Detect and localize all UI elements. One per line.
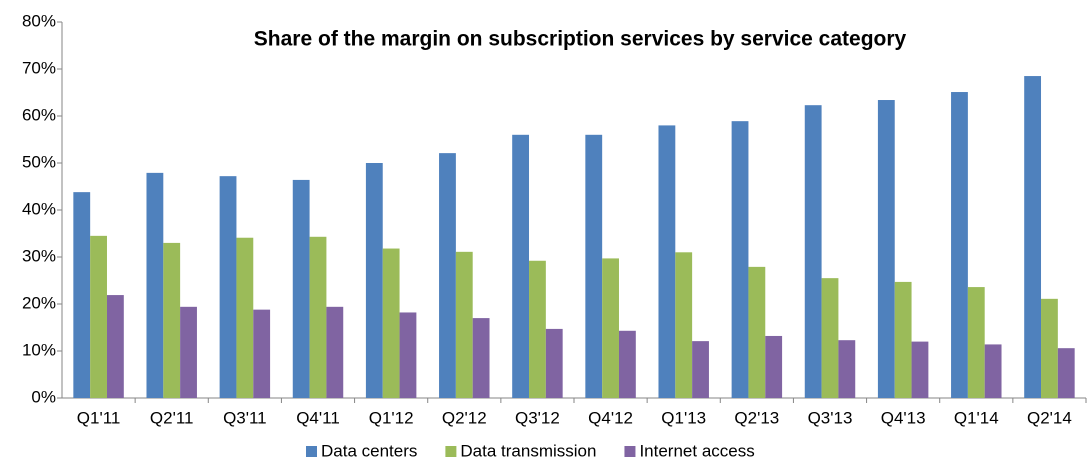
bar	[163, 242, 181, 398]
bar	[439, 153, 456, 398]
legend-swatch	[624, 446, 636, 457]
bar	[951, 92, 968, 398]
chart-title: Share of the margin on subscription serv…	[254, 28, 907, 51]
bar	[1024, 76, 1042, 399]
y-tick-label: 0%	[31, 387, 56, 406]
legend-label: Internet access	[639, 441, 754, 460]
bar	[967, 287, 985, 398]
x-tick-label: Q1'13	[661, 408, 706, 427]
legend-label: Data centers	[321, 441, 417, 460]
bar	[399, 312, 417, 398]
bar	[180, 306, 197, 398]
bar	[692, 341, 709, 398]
bar	[90, 235, 107, 398]
y-tick-label: 10%	[22, 340, 56, 359]
legend-swatch	[445, 446, 457, 457]
x-tick-label: Q4'13	[881, 408, 926, 427]
y-tick-label: 50%	[22, 152, 56, 171]
bar	[838, 340, 856, 398]
y-tick-label: 60%	[22, 105, 56, 124]
x-tick-label: Q2'12	[442, 408, 487, 427]
bar	[658, 125, 676, 399]
x-tick-label: Q2'14	[1027, 408, 1072, 427]
bar	[529, 260, 546, 398]
x-tick-label: Q3'13	[808, 408, 853, 427]
bar	[765, 335, 783, 398]
bar	[1057, 348, 1075, 398]
bar	[455, 251, 473, 398]
bar	[675, 252, 693, 398]
bar	[877, 100, 895, 399]
x-tick-label: Q4'12	[588, 408, 633, 427]
bar	[73, 192, 91, 398]
bar	[748, 266, 766, 398]
bar	[821, 278, 839, 398]
x-tick-label: Q3'12	[515, 408, 560, 427]
bar	[292, 179, 310, 398]
x-tick-label: Q2'13	[734, 408, 779, 427]
bar	[309, 236, 327, 398]
legend-swatch	[306, 446, 317, 457]
x-tick-label: Q1'12	[369, 408, 414, 427]
legend-label: Data transmission	[460, 441, 596, 460]
bar	[472, 318, 490, 398]
bar	[219, 176, 237, 398]
x-tick-label: Q3'11	[223, 408, 267, 427]
y-tick-label: 80%	[22, 11, 56, 30]
bar	[1041, 298, 1058, 398]
y-tick-label: 40%	[22, 199, 56, 218]
bar	[602, 258, 619, 398]
y-tick-label: 20%	[22, 293, 56, 312]
bar	[585, 134, 603, 399]
bar	[984, 344, 1002, 398]
x-tick-label: Q2'11	[150, 408, 194, 427]
bar	[618, 330, 636, 398]
bar	[894, 281, 912, 398]
bar	[512, 134, 530, 399]
bar	[382, 248, 400, 398]
bar	[365, 163, 383, 398]
bar	[236, 237, 254, 398]
bar	[731, 121, 749, 399]
x-tick-label: Q1'14	[954, 408, 999, 427]
bar	[911, 341, 929, 398]
x-tick-label: Q4'11	[296, 408, 340, 427]
y-tick-label: 70%	[22, 58, 56, 77]
bar	[326, 306, 344, 398]
x-tick-label: Q1'11	[77, 408, 121, 427]
bar	[545, 328, 563, 398]
bar	[804, 105, 822, 398]
bar	[253, 309, 271, 398]
bar	[106, 295, 124, 398]
bar	[146, 172, 164, 398]
y-tick-label: 30%	[22, 246, 56, 265]
